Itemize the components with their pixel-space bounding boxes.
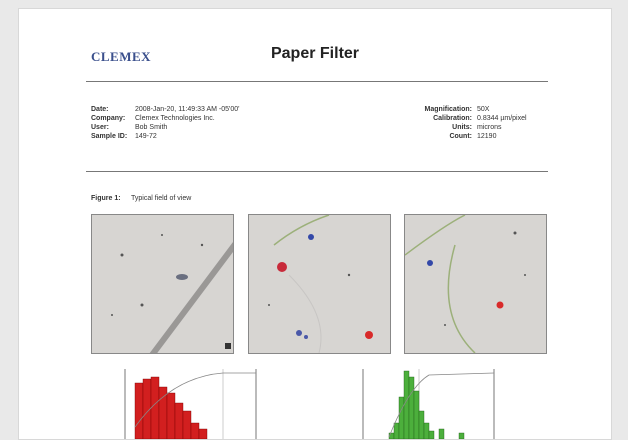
rule <box>86 171 548 172</box>
rule <box>86 81 548 82</box>
info-row: User:Bob Smith <box>91 123 240 132</box>
info-row: Count: 12190 <box>339 132 547 141</box>
histogram <box>111 367 281 439</box>
info-row: Units: microns <box>339 123 547 132</box>
info-label: Date: <box>91 105 135 114</box>
info-value: 2008-Jan-20, 11:49:33 AM -05'00' <box>135 105 240 114</box>
info-label: User: <box>91 123 135 132</box>
micrograph <box>404 214 547 354</box>
info-label: Units: <box>452 123 472 132</box>
micrograph <box>91 214 234 354</box>
report-page: CLEMEX Paper Filter Date:2008-Jan-20, 11… <box>18 8 612 440</box>
info-value: microns <box>477 123 547 132</box>
info-label: Sample ID: <box>91 132 135 141</box>
info-value: 0.8344 µm/pixel <box>477 114 547 123</box>
histogram <box>349 367 519 439</box>
info-value: Clemex Technologies Inc. <box>135 114 215 123</box>
figure-label: Figure 1: <box>91 195 131 202</box>
info-value: 149-72 <box>135 132 157 141</box>
info-label: Company: <box>91 114 135 123</box>
info-value: 12190 <box>477 132 547 141</box>
info-value: 50X <box>477 105 547 114</box>
info-row: Date:2008-Jan-20, 11:49:33 AM -05'00' <box>91 105 240 114</box>
report-title: Paper Filter <box>19 45 611 63</box>
figure-text: Typical field of view <box>131 195 191 202</box>
info-value: Bob Smith <box>135 123 167 132</box>
info-row: Magnification: 50X <box>339 105 547 114</box>
micrograph <box>248 214 391 354</box>
info-left: Date:2008-Jan-20, 11:49:33 AM -05'00' Co… <box>91 105 240 141</box>
info-label: Magnification: <box>425 105 472 114</box>
info-row: Calibration: 0.8344 µm/pixel <box>339 114 547 123</box>
info-label: Calibration: <box>433 114 472 123</box>
page-root: CLEMEX Paper Filter Date:2008-Jan-20, 11… <box>0 0 628 432</box>
info-label: Count: <box>449 132 472 141</box>
info-right: Magnification: 50X Calibration: 0.8344 µm/… <box>339 105 547 141</box>
info-row: Sample ID:149-72 <box>91 132 240 141</box>
figure-caption: Figure 1:Typical field of view <box>91 195 191 202</box>
info-row: Company:Clemex Technologies Inc. <box>91 114 240 123</box>
